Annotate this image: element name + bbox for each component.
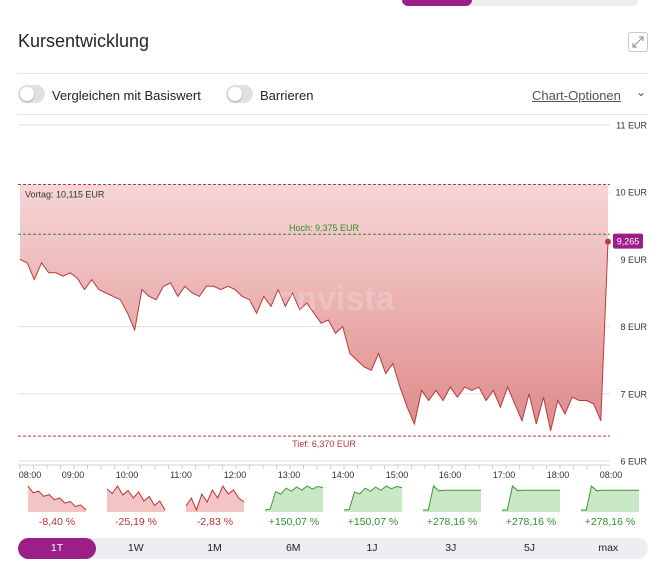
last-value-label: 9,265 (617, 237, 640, 247)
x-tick-label: 08:00 (600, 470, 623, 480)
y-tick-label: 10 EUR (615, 188, 647, 198)
sparkline (27, 485, 87, 512)
range-selector[interactable]: 1T 1W 1M 6M 1J 3J 5J max (18, 538, 648, 559)
sparkline (343, 485, 403, 512)
price-area (19, 184, 609, 431)
sparkline-fill (581, 486, 639, 512)
y-axis: 11 EUR 10 EUR 9 EUR 8 EUR 7 EUR 6 EUR (615, 121, 647, 467)
sparkline-fill (423, 486, 481, 512)
sparkline (106, 485, 166, 512)
sparkline (185, 484, 245, 512)
timeframe-preview[interactable]: -25,19 % (97, 474, 175, 532)
range-button-1w[interactable]: 1W (127, 542, 144, 554)
reference-label: Vortag: 10,115 EUR (25, 189, 105, 199)
chevron-down-icon[interactable]: ⌄ (636, 85, 647, 99)
top-segment-control[interactable] (402, 0, 638, 6)
sparkline-fill (502, 486, 560, 512)
reference-label: Tief: 6,370 EUR (292, 439, 356, 449)
x-tick-label: 13:00 (278, 470, 301, 480)
compare-toggle[interactable] (18, 85, 45, 103)
y-tick-label: 8 EUR (620, 322, 647, 332)
sparkline (581, 485, 639, 512)
timeframe-change: +278,16 % (505, 516, 557, 528)
price-chart[interactable]: 11 EUR 10 EUR 9 EUR 8 EUR 7 EUR 6 EUR onvista… (0, 110, 671, 480)
x-tick-label: 14:00 (332, 470, 355, 480)
x-tick-label: 11:00 (170, 470, 192, 480)
timeframe-preview[interactable]: +278,16 % (571, 474, 649, 532)
sparkline-line (343, 485, 403, 511)
timeframe-preview[interactable]: +278,16 % (413, 474, 491, 532)
divider (18, 114, 648, 115)
sparkline-line (264, 485, 324, 511)
reference-label: Hoch: 9,375 EUR (289, 223, 360, 233)
x-tick-label: 17:00 (493, 470, 516, 480)
sparkline-line (185, 484, 245, 512)
barriers-toggle-label: Barrieren (260, 88, 314, 103)
sparkline-fill (265, 486, 323, 512)
sparkline-fill (186, 486, 244, 512)
x-tick-label: 12:00 (224, 470, 247, 480)
timeframe-change: +150,07 % (347, 516, 399, 528)
timeframe-change: +278,16 % (584, 516, 636, 528)
range-button-max[interactable]: max (598, 542, 619, 554)
sparkline (502, 485, 560, 512)
range-button-1m[interactable]: 1M (207, 542, 222, 554)
range-button-3j[interactable]: 3J (445, 542, 457, 554)
sparkline-line (423, 485, 481, 511)
area-fill (20, 184, 608, 431)
sparkline-fill (344, 486, 402, 512)
sparkline-line (27, 485, 87, 511)
page-title: Kursentwicklung (18, 31, 150, 51)
y-tick-label: 9 EUR (620, 255, 647, 265)
sparkline-line (581, 485, 639, 511)
y-tick-label: 7 EUR (620, 389, 647, 399)
timeframe-previews: -8,40 % -25,19 % -2,83 % +150,07 % +150,07 %… (18, 474, 648, 532)
last-value-dot (605, 238, 611, 245)
range-button-1t[interactable]: 1T (18, 538, 96, 559)
expand-button[interactable] (628, 32, 648, 52)
x-tick-label: 18:00 (547, 470, 570, 480)
x-tick-label: 09:00 (62, 470, 85, 480)
sparkline-line (502, 485, 560, 511)
sparkline-fill (107, 486, 165, 512)
timeframe-change: -8,40 % (38, 516, 76, 528)
watermark: onvista (275, 280, 395, 318)
timeframe-change: +150,07 % (268, 516, 320, 528)
timeframe-change: +278,16 % (426, 516, 478, 528)
timeframe-preview[interactable]: +278,16 % (492, 474, 570, 532)
y-tick-label: 6 EUR (620, 457, 647, 467)
range-button-5j[interactable]: 5J (523, 542, 536, 554)
timeframe-preview[interactable]: +150,07 % (255, 474, 333, 532)
reference-lines: Vortag: 10,115 EUR Hoch: 9,375 EUR Tief: 6… (18, 183, 610, 449)
barriers-toggle[interactable] (226, 85, 253, 103)
last-value: 9,265 (605, 233, 643, 249)
divider (18, 73, 648, 74)
x-axis: 08:00 09:00 10:00 11:00 12:00 13:00 14:00 15:00… (18, 464, 623, 480)
timeframe-change: -25,19 % (114, 516, 158, 528)
chart-options-link[interactable]: Chart-Optionen (532, 88, 621, 103)
toggle-knob (228, 87, 242, 101)
timeframe-preview[interactable]: -2,83 % (176, 474, 254, 532)
expand-icon (632, 36, 644, 48)
toggle-knob (20, 87, 34, 101)
x-tick-label: 15:00 (386, 470, 409, 480)
sparkline (423, 485, 481, 512)
x-tick-label: 10:00 (116, 470, 139, 480)
range-button-6m[interactable]: 6M (285, 542, 301, 554)
timeframe-preview[interactable]: +150,07 % (334, 474, 412, 532)
timeframe-preview[interactable]: -8,40 % (18, 474, 96, 532)
price-line (19, 241, 609, 431)
x-tick-label: 16:00 (439, 470, 462, 480)
range-button-1j[interactable]: 1J (366, 542, 378, 554)
compare-toggle-label: Vergleichen mit Basiswert (52, 88, 201, 103)
sparkline-line (106, 485, 166, 511)
y-tick-label: 11 EUR (616, 121, 647, 131)
sparkline (264, 485, 324, 512)
last-value-badge (613, 233, 643, 249)
x-tick-label: 08:00 (19, 470, 42, 480)
top-segment-active[interactable] (402, 0, 472, 6)
timeframe-change: -2,83 % (196, 516, 234, 528)
